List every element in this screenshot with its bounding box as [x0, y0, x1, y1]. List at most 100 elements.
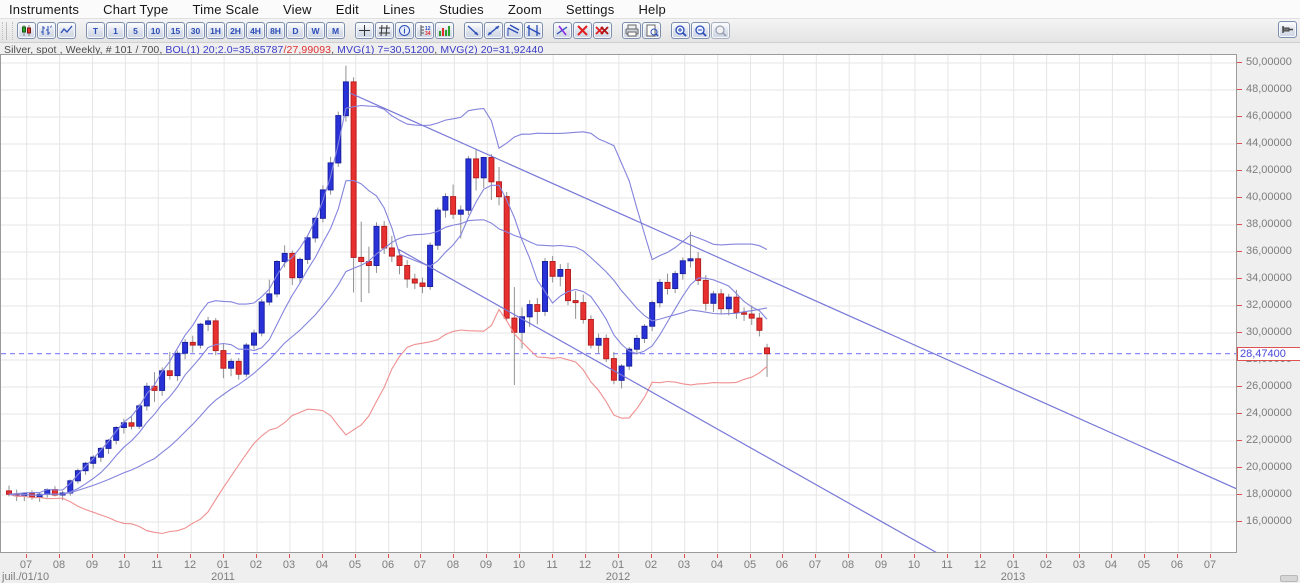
price-tick [1237, 170, 1242, 171]
ohlc-bars-button[interactable] [37, 22, 56, 39]
price-axis-label: 24,00000 [1246, 407, 1292, 419]
volume-button[interactable] [435, 22, 454, 39]
channel-button[interactable] [504, 22, 523, 39]
month-label: 12 [183, 559, 197, 571]
trendline-button[interactable] [464, 22, 483, 39]
time-tick [157, 554, 158, 558]
candle-body [235, 360, 242, 375]
time-tick [881, 554, 882, 558]
chart-plot-area[interactable] [0, 54, 1237, 553]
timeframe-4h-button[interactable]: 4H [246, 22, 265, 39]
horizontal-scrollbar-thumb[interactable] [1280, 575, 1298, 582]
pin-toolbar-button[interactable] [1278, 21, 1297, 38]
candle-body [672, 273, 679, 290]
zoom-out-button[interactable] [691, 22, 710, 39]
timeframe-d-button[interactable]: D [286, 22, 305, 39]
grid-button[interactable] [375, 22, 394, 39]
price-tick [1237, 197, 1242, 198]
candle-body [258, 301, 265, 334]
svg-text:34: 34 [425, 31, 431, 37]
timeframe-8h-button[interactable]: 8H [266, 22, 285, 39]
time-tick [1013, 554, 1014, 558]
time-tick [92, 554, 93, 558]
time-tick [1079, 554, 1080, 558]
timeframe-15-button[interactable]: 15 [166, 22, 185, 39]
timeframe-1h-button[interactable]: 1H [206, 22, 225, 39]
time-tick [1177, 554, 1178, 558]
candle-body [212, 320, 219, 352]
price-axis-label: 50,00000 [1246, 56, 1292, 68]
timeframe-2h-button[interactable]: 2H [226, 22, 245, 39]
trendline-2[interactable] [397, 248, 939, 552]
price-axis-label: 16,00000 [1246, 515, 1292, 527]
trendline-extended-icon [486, 24, 501, 37]
month-label: 11 [546, 559, 558, 571]
candle-body [557, 269, 564, 277]
delete-all-lines-button[interactable] [593, 22, 612, 39]
zoom-in-button[interactable] [671, 22, 690, 39]
menu-lines[interactable]: Lines [382, 1, 416, 17]
toolbar-group [464, 22, 544, 39]
timeframe-m-button[interactable]: M [326, 22, 345, 39]
chart-title-segment: , [331, 44, 338, 56]
zoom-reset-button[interactable] [711, 22, 730, 39]
price-axis-label: 36,00000 [1246, 245, 1292, 257]
menu-help[interactable]: Help [638, 1, 666, 17]
timeframe-t-button[interactable]: T [86, 22, 105, 39]
menu-edit[interactable]: Edit [335, 1, 359, 17]
timeframe-5-button[interactable]: 5 [126, 22, 145, 39]
timeframe-30-button[interactable]: 30 [186, 22, 205, 39]
candle-body [166, 370, 173, 376]
trendline-icon [466, 24, 481, 37]
menu-instruments[interactable]: Instruments [9, 1, 80, 17]
line-chart-button[interactable] [57, 22, 76, 39]
timeframe-10-button[interactable]: 10 [146, 22, 165, 39]
trendline-extended-button[interactable] [484, 22, 503, 39]
candle-body [312, 217, 319, 239]
price-levels-button[interactable]: 12 34 [415, 22, 434, 39]
month-label: 06 [1170, 559, 1184, 571]
candle-body [90, 456, 97, 464]
multi-line-button[interactable] [524, 22, 543, 39]
candle-body [503, 196, 510, 319]
toolbar-drag-handle[interactable] [2, 21, 13, 40]
candle-body [450, 196, 457, 215]
price-tick [1237, 494, 1242, 495]
print-preview-button[interactable] [642, 22, 661, 39]
time-tick [486, 554, 487, 558]
time-tick [1046, 554, 1047, 558]
menu-zoom[interactable]: Zoom [507, 1, 542, 17]
delete-line-button[interactable] [573, 22, 592, 39]
candle-body [304, 237, 311, 260]
menu-chart-type[interactable]: Chart Type [103, 1, 169, 17]
toolbar-group: T 1 5 10 15 30 1H 2H 4H 8H D W M [86, 22, 346, 39]
ohlc-bars-icon [40, 24, 53, 37]
candlestick-chart-button[interactable] [17, 22, 36, 39]
candle-body [388, 247, 395, 257]
month-label: 09 [85, 559, 99, 571]
erase-line-button[interactable] [553, 22, 572, 39]
price-axis[interactable]: 28,47400 50,00000 48,00000 46,00000 44,0000… [1237, 54, 1300, 553]
time-tick [190, 554, 191, 558]
zoom-reset-icon [714, 24, 728, 37]
month-label: 01 [611, 559, 625, 571]
crosshair-icon [358, 24, 371, 37]
time-tick [256, 554, 257, 558]
price-axis-label: 42,00000 [1246, 164, 1292, 176]
trendline-1[interactable] [349, 92, 1236, 490]
print-button[interactable] [622, 22, 641, 39]
timeframe-1-button[interactable]: 1 [106, 22, 125, 39]
timeframe-w-button[interactable]: W [306, 22, 325, 39]
menu-settings[interactable]: Settings [565, 1, 615, 17]
candle-body [618, 365, 625, 381]
candlestick-chart[interactable] [1, 55, 1236, 552]
info-bubble-button[interactable]: i [395, 22, 414, 39]
candle-body [473, 158, 480, 179]
menu-view[interactable]: View [283, 1, 312, 17]
menu-time-scale[interactable]: Time Scale [192, 1, 260, 17]
menu-studies[interactable]: Studies [439, 1, 484, 17]
candle-body [534, 304, 541, 312]
time-axis[interactable]: juil./01/10 07 08 09 10 11 12 01 02 03 04 05 06 07 08… [0, 553, 1300, 583]
crosshair-button[interactable] [355, 22, 374, 39]
